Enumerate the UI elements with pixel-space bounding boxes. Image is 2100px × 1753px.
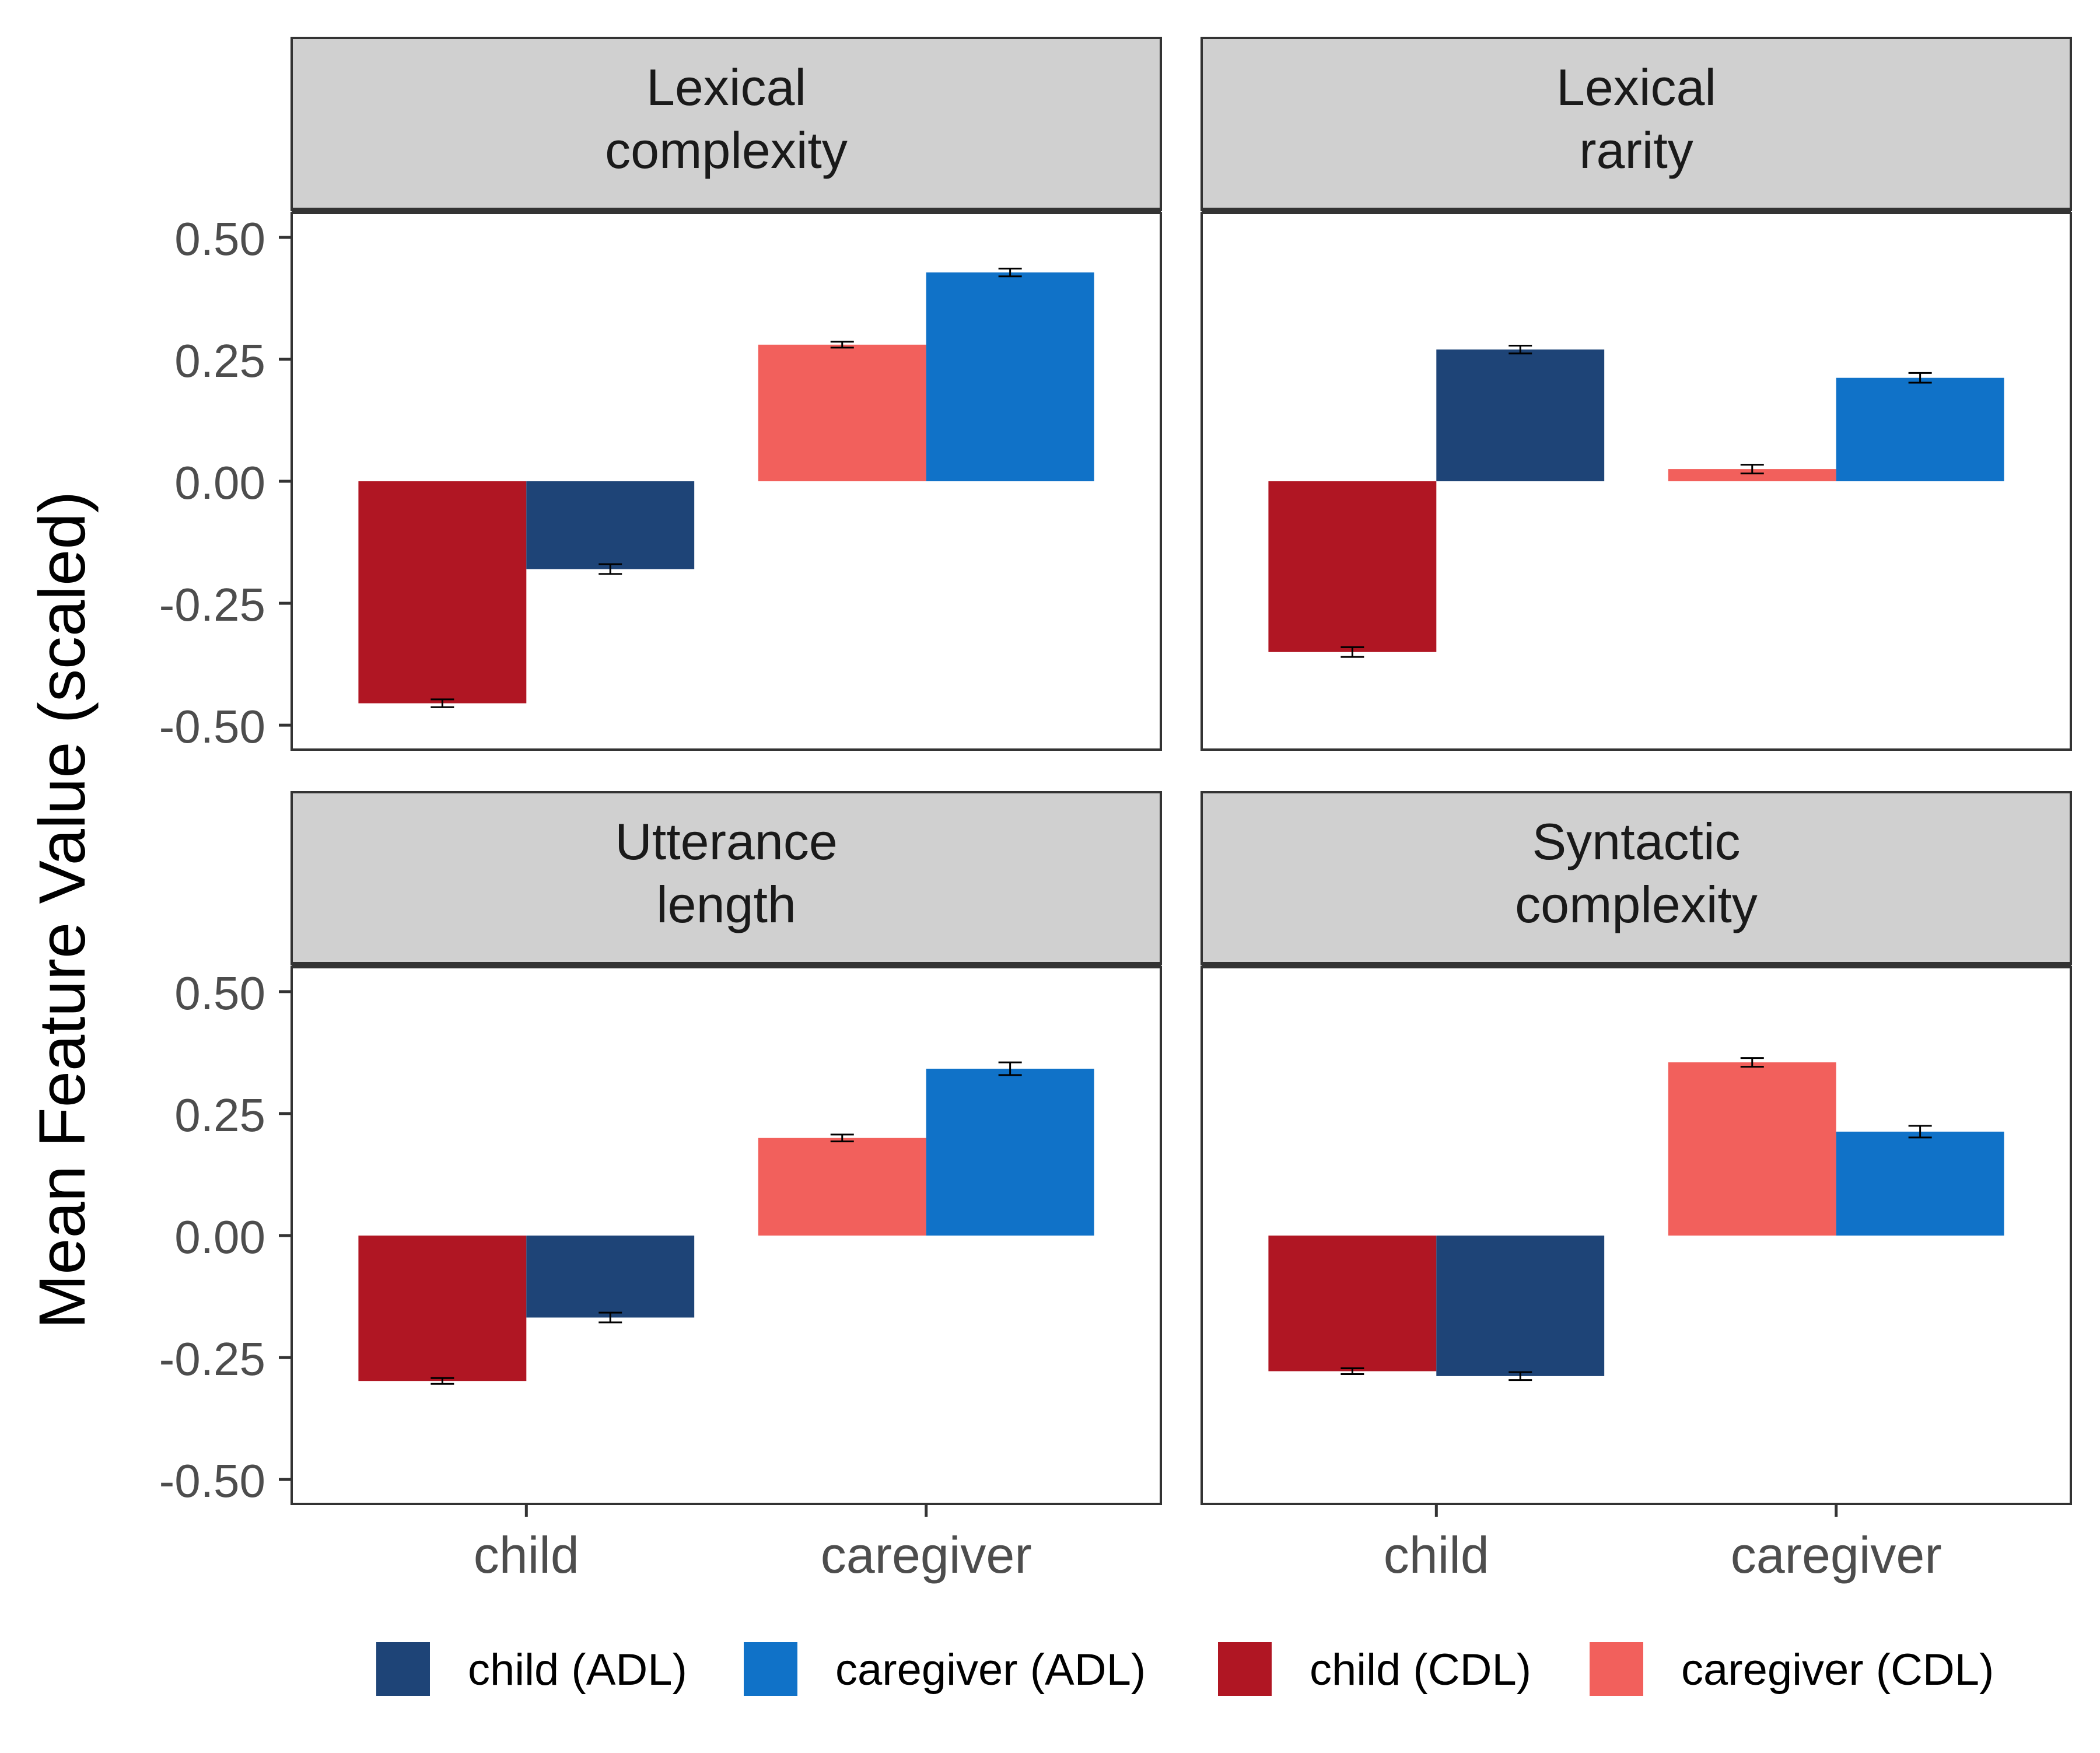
legend-swatch	[1218, 1642, 1272, 1696]
bar	[358, 481, 527, 704]
bar	[1836, 377, 2004, 481]
y-tick-label: -0.50	[159, 1455, 265, 1507]
panel-border	[1200, 212, 2072, 751]
x-tick-label: child	[474, 1526, 579, 1584]
legend-swatch	[376, 1642, 430, 1696]
facet-title-line: complexity	[1515, 876, 1758, 933]
x-tick-label: child	[1384, 1526, 1489, 1584]
bar	[926, 272, 1094, 481]
bar	[526, 1236, 695, 1318]
bar	[926, 1068, 1094, 1236]
y-tick-label: 0.50	[174, 213, 265, 265]
bar	[1668, 1062, 1836, 1236]
bar	[526, 481, 695, 569]
bar	[1436, 1236, 1605, 1376]
facet-strip	[290, 37, 1162, 211]
bar	[1836, 1131, 2004, 1236]
bar	[1268, 1236, 1437, 1371]
facet-strip	[1200, 791, 2072, 965]
y-tick-label: -0.50	[159, 701, 265, 753]
panel-border	[1200, 966, 2072, 1505]
y-tick-label: 0.00	[174, 1211, 265, 1263]
facet-title-line: rarity	[1579, 121, 1693, 179]
facet-strip	[290, 791, 1162, 965]
facet-title-line: complexity	[605, 121, 848, 179]
y-tick-label: 0.50	[174, 967, 265, 1019]
legend-label: child (CDL)	[1310, 1645, 1531, 1695]
bar	[1268, 481, 1437, 652]
legend-swatch	[744, 1642, 797, 1696]
legend-label: caregiver (ADL)	[835, 1645, 1146, 1695]
facet-title-line: length	[656, 876, 796, 933]
facet-title-line: Lexical	[1556, 58, 1716, 116]
facet-strip	[1200, 37, 2072, 211]
legend-label: caregiver (CDL)	[1681, 1645, 1994, 1695]
facet-title-line: Utterance	[615, 813, 838, 870]
bar	[758, 1138, 926, 1236]
y-tick-label: -0.25	[159, 1333, 265, 1385]
bar	[1436, 349, 1605, 481]
bar	[1668, 469, 1836, 481]
facet-title-line: Lexical	[646, 58, 806, 116]
bar	[358, 1236, 527, 1381]
y-tick-label: 0.25	[174, 1089, 265, 1141]
y-axis-title: Mean Feature Value (scaled)	[26, 491, 99, 1329]
facet-title-line: Syntactic	[1532, 813, 1740, 870]
legend-label: child (ADL)	[468, 1645, 687, 1695]
y-tick-label: -0.25	[159, 579, 265, 631]
x-tick-label: caregiver	[1731, 1526, 1942, 1584]
y-tick-label: 0.00	[174, 457, 265, 509]
y-tick-label: 0.25	[174, 335, 265, 387]
bar	[758, 344, 926, 481]
legend-swatch	[1590, 1642, 1643, 1696]
x-tick-label: caregiver	[821, 1526, 1032, 1584]
